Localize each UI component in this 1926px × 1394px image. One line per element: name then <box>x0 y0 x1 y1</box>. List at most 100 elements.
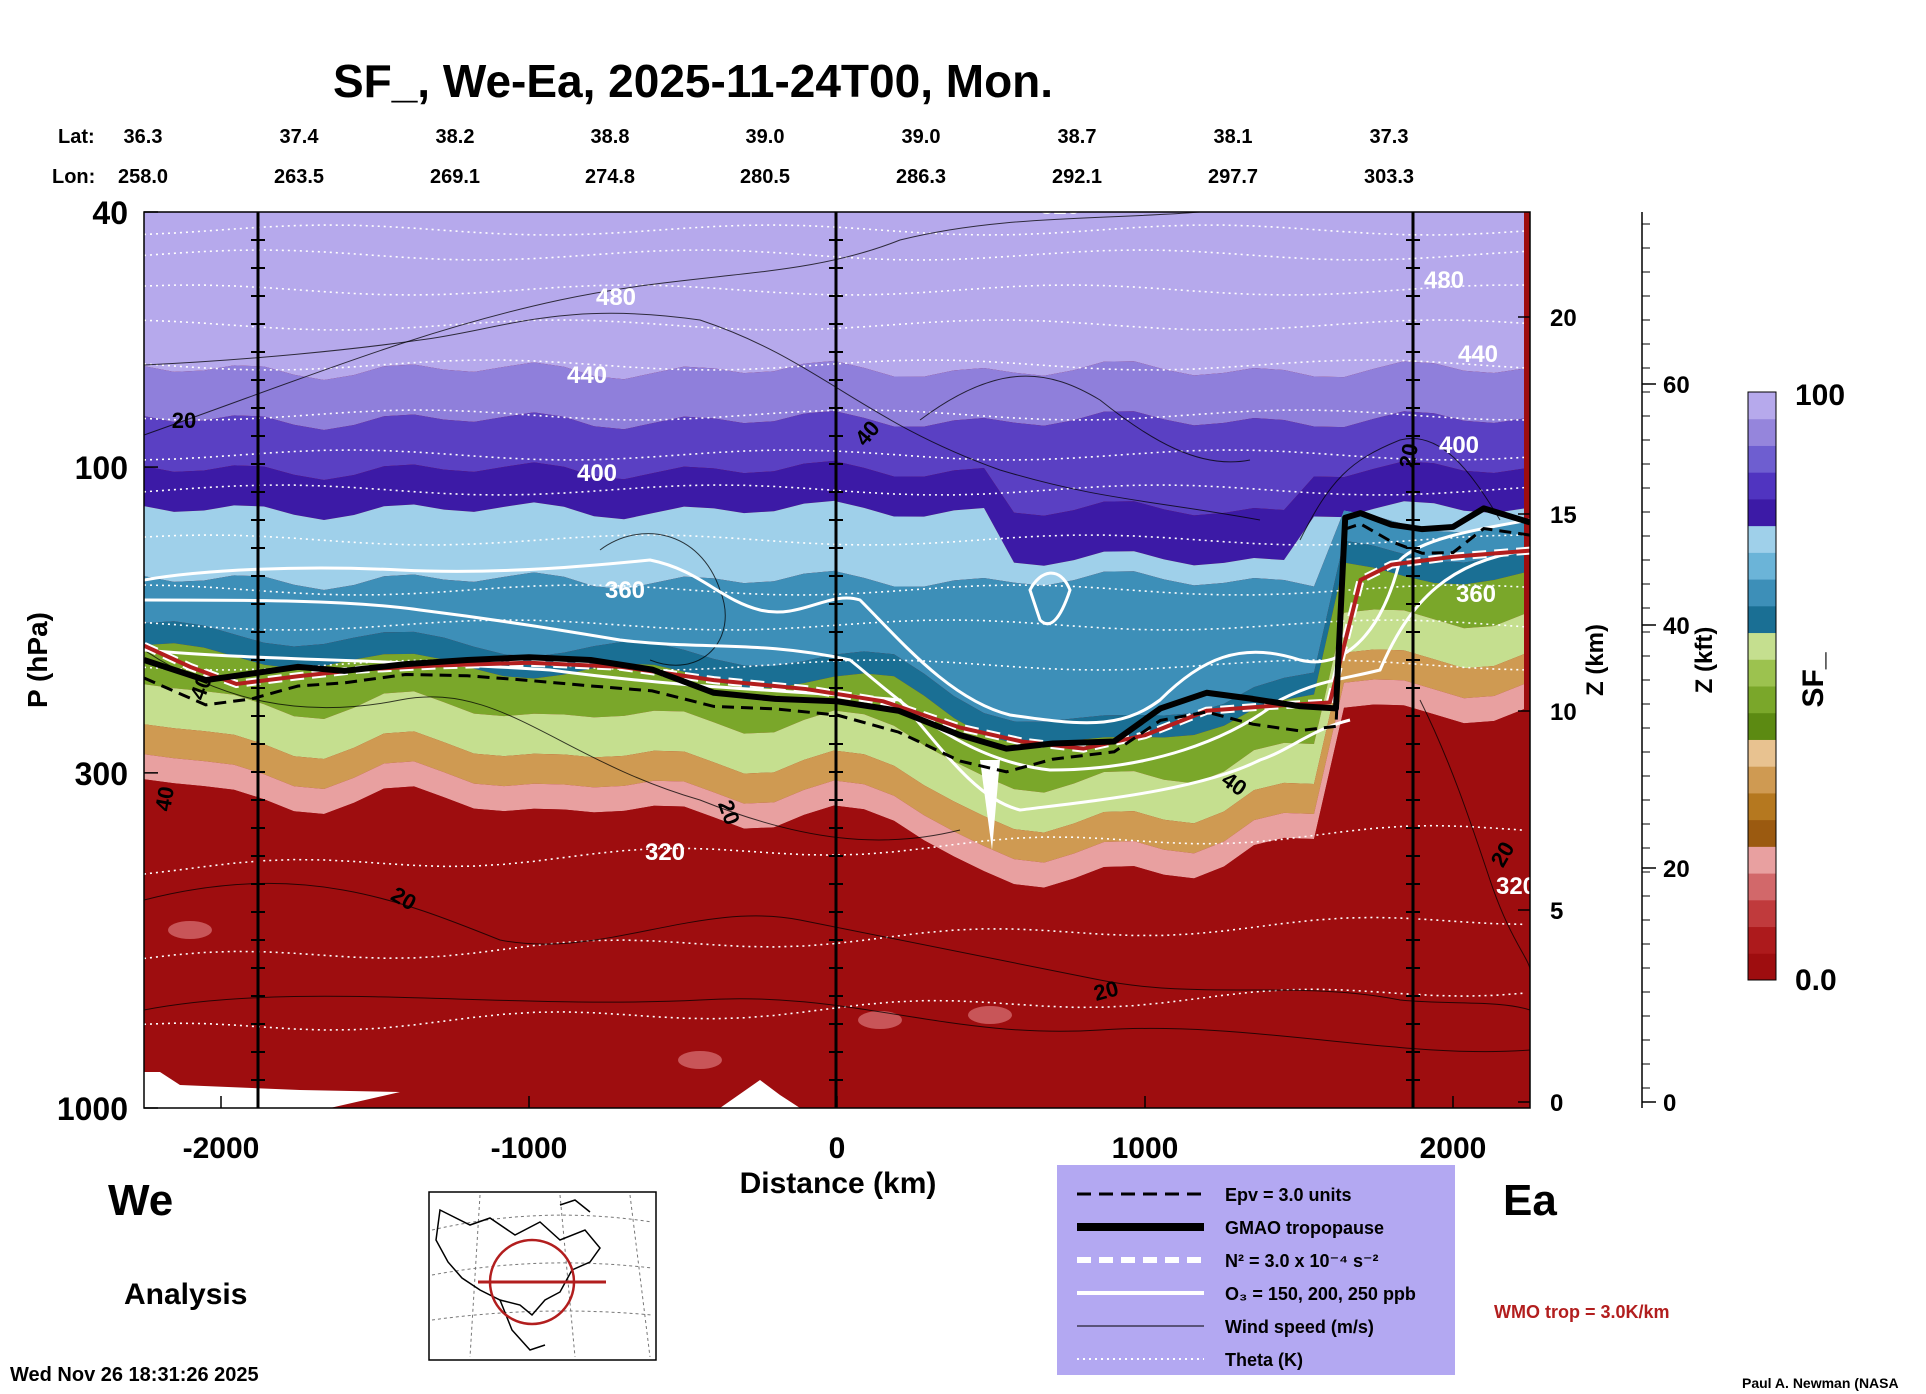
z-kft-tick-label: 0 <box>1663 1090 1676 1117</box>
lon-value: 292.1 <box>1052 166 1102 188</box>
lat-lon-header: 36.3 37.4 38.2 38.8 39.0 39.0 38.7 38.1 37.3 258.… <box>118 126 1414 188</box>
wind-contour <box>1299 438 1501 541</box>
band-blue-dark <box>144 540 1524 744</box>
theta-contours <box>144 224 1525 1031</box>
band-red <box>144 704 1524 1108</box>
lat-value: 36.3 <box>124 126 163 148</box>
lat-value: 37.3 <box>1370 126 1409 148</box>
theta-line <box>144 916 1525 960</box>
theta-label: 520 <box>1040 193 1080 220</box>
colorbar-min: 0.0 <box>1795 964 1837 997</box>
colorbar <box>1747 391 1777 981</box>
theta-label: 480 <box>596 284 636 311</box>
colorbar-swatch <box>1748 498 1776 527</box>
chart-title: SF_, We-Ea, 2025-11-24T00, Mon. <box>333 55 1053 107</box>
wind-contour <box>144 212 1201 436</box>
theta-label: 360 <box>1456 581 1496 608</box>
colorbar-swatch <box>1748 953 1776 981</box>
wind-contour <box>144 995 1530 1053</box>
colorbar-swatch <box>1748 472 1776 500</box>
lon-label: Lon: <box>52 166 95 188</box>
east-label: Ea <box>1503 1176 1557 1225</box>
legend-item-label: N² = 3.0 x 10⁻⁴ s⁻² <box>1225 1251 1378 1271</box>
lon-value: 269.1 <box>430 166 480 188</box>
sf-contour-bands <box>144 212 1524 1108</box>
x-tick-label: 0 <box>829 1132 846 1165</box>
theta-line <box>144 988 1525 1031</box>
legend: Epv = 3.0 units GMAO tropopause N² = 3.0 x… <box>1057 1165 1455 1375</box>
colorbar-swatch <box>1748 525 1776 553</box>
ozone-notch <box>980 760 1000 850</box>
band-indigo-dark <box>144 460 1524 566</box>
y-axis-label: P (hPa) <box>22 612 53 708</box>
y-tick-label: 40 <box>92 195 128 231</box>
lon-value: 263.5 <box>274 166 324 188</box>
y-tick-label: 300 <box>75 756 128 792</box>
band-indigo <box>144 410 1524 516</box>
legend-item-label: O₃ = 150, 200, 250 ppb <box>1225 1284 1416 1304</box>
colorbar-frame <box>1747 391 1777 981</box>
colorbar-swatch <box>1748 418 1776 446</box>
colorbar-swatch <box>1748 392 1776 420</box>
theta-label: 400 <box>577 460 617 487</box>
theta-line <box>144 659 1525 671</box>
sf-patch <box>168 921 212 939</box>
colorbar-swatch <box>1748 579 1776 607</box>
lat-value: 39.0 <box>902 126 941 148</box>
z-km-axis: 0 5 10 15 20 <box>1518 305 1577 1117</box>
wind-contour <box>919 375 1251 463</box>
colorbar-swatch <box>1748 792 1776 821</box>
theta-line <box>144 249 1525 261</box>
lat-label: Lat: <box>58 126 95 148</box>
x-tick-label: 2000 <box>1420 1132 1487 1165</box>
wind-contour <box>599 533 726 666</box>
wind-contour <box>1419 699 1530 971</box>
colorbar-swatch <box>1748 686 1776 714</box>
analysis-label: Analysis <box>124 1278 247 1311</box>
theta-line <box>144 224 1525 236</box>
theta-label: 320 <box>645 839 685 866</box>
x-tick-label: -2000 <box>183 1132 260 1165</box>
colorbar-swatch <box>1748 899 1776 928</box>
y-tick-label: 100 <box>75 450 128 486</box>
colorbar-swatch <box>1748 873 1776 901</box>
colorbar-swatch <box>1748 846 1776 874</box>
theta-line <box>144 409 1525 421</box>
theta-label: 480 <box>1424 267 1464 294</box>
z-kft-label: Z (kft) <box>1691 627 1718 694</box>
tropopause-lines <box>144 505 1530 774</box>
wind-contour <box>144 312 1261 521</box>
theta-line <box>144 584 1525 596</box>
z-km-tick-label: 10 <box>1550 699 1577 726</box>
z-kft-tick-label: 20 <box>1663 856 1690 883</box>
band-blue-light <box>144 500 1524 590</box>
band-violet <box>144 360 1524 430</box>
colorbar-max: 100 <box>1795 379 1845 412</box>
colorbar-swatch <box>1748 632 1776 660</box>
colorbar-label: SF_ <box>1797 652 1830 707</box>
lon-value: 280.5 <box>740 166 790 188</box>
theta-label: 360 <box>605 577 645 604</box>
theta-line <box>144 319 1525 331</box>
lon-value: 286.3 <box>896 166 946 188</box>
lat-value: 38.1 <box>1214 126 1253 148</box>
z-km-label: Z (km) <box>1582 624 1609 696</box>
wmo-trop-label: WMO trop = 3.0K/km <box>1494 1302 1670 1322</box>
z-kft-tick-label: 40 <box>1663 613 1690 640</box>
lat-value: 37.4 <box>280 126 320 148</box>
lon-value: 274.8 <box>585 166 635 188</box>
theta-line <box>144 619 1525 631</box>
locator-map <box>428 1191 657 1361</box>
lon-value: 303.3 <box>1364 166 1414 188</box>
wind-contour <box>144 882 1530 1011</box>
wmo-tropopause-line <box>144 548 1530 751</box>
band-blue <box>144 510 1524 722</box>
missing-data <box>720 1080 800 1108</box>
wind-contour <box>144 649 961 841</box>
theta-label: 320 <box>1496 873 1536 900</box>
ozone-contour <box>1028 571 1072 626</box>
colorbar-swatch <box>1748 766 1776 794</box>
gmao-tropopause-line <box>144 505 1530 752</box>
z-km-tick-label: 15 <box>1550 502 1577 529</box>
lat-value: 39.0 <box>746 126 785 148</box>
